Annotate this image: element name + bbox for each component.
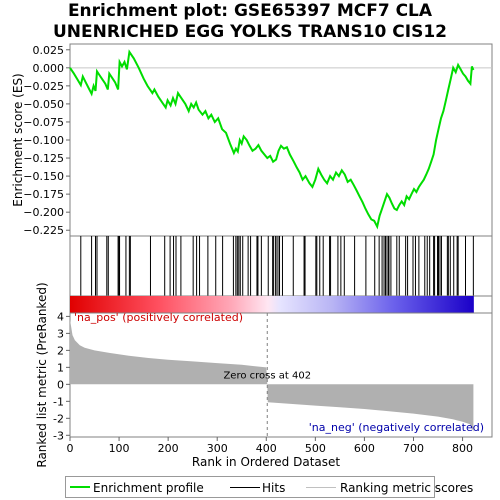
legend-es-swatch <box>70 486 90 488</box>
legend: Enrichment profile Hits Ranking metric s… <box>65 476 473 498</box>
metric-xtick-label: 0 <box>67 442 74 455</box>
hits-frame <box>69 235 493 297</box>
es-ytick-label: 0.025 <box>33 44 65 57</box>
zero-cross-label: Zero cross at 402 <box>223 370 311 381</box>
metric-xtick-label: 800 <box>452 442 473 455</box>
rank-bar-gradient <box>70 296 474 313</box>
chart-title-line-1: Enrichment plot: GSE65397 MCF7 CLA <box>67 1 433 21</box>
es-ytick-label: −0.225 <box>23 224 64 237</box>
axis-labels: Enrichment score (ES) Ranked list metric … <box>11 73 340 469</box>
metric-ytick-label: 2 <box>57 344 64 357</box>
pos-correlated-label: 'na_pos' (positively correlated) <box>74 311 243 324</box>
metric-ytick-label: 1 <box>57 361 64 374</box>
enrichment-profile-line <box>69 49 475 230</box>
es-plot-frame <box>69 43 493 237</box>
metric-ytick-label: -1 <box>53 395 64 408</box>
es-ytick-label: −0.200 <box>23 206 64 219</box>
es-ytick-label: −0.150 <box>23 170 64 183</box>
es-ytick-label: −0.175 <box>23 188 64 201</box>
metric-ytick-label: -2 <box>53 412 64 425</box>
metric-xtick-label: 700 <box>403 442 424 455</box>
metric-xtick-label: 500 <box>305 442 326 455</box>
metric-xtick-label: 300 <box>207 442 228 455</box>
ranked-metric-panel: Zero cross at 402 'na_pos' (positively co… <box>53 310 493 455</box>
rank-color-bar <box>69 295 493 314</box>
es-ytick-label: 0.000 <box>33 62 65 75</box>
metric-xtick-label: 400 <box>256 442 277 455</box>
metric-xtick-label: 200 <box>158 442 179 455</box>
chart-title: Enrichment plot: GSE65397 MCF7 CLA UNENR… <box>0 1 500 43</box>
legend-hits-label: Hits <box>262 481 286 495</box>
legend-metric-swatch <box>306 487 336 488</box>
metric-ylabel: Ranked list metric (PreRanked) <box>35 282 49 467</box>
metric-xtick-label: 600 <box>354 442 375 455</box>
es-ytick-label: −0.025 <box>23 80 64 93</box>
xlabel: Rank in Ordered Dataset <box>192 455 340 469</box>
es-ytick-label: −0.100 <box>23 134 64 147</box>
es-ylabel: Enrichment score (ES) <box>11 73 25 206</box>
legend-es-label: Enrichment profile <box>93 481 204 495</box>
es-ytick-label: −0.050 <box>23 98 64 111</box>
es-panel: 0.025 0.000 −0.025 −0.050 −0.075 −0.100 −0.125… <box>23 43 493 237</box>
chart-title-line-2: UNENRICHED EGG YOLKS TRANS10 CIS12 <box>53 22 447 42</box>
metric-ytick-label: -3 <box>53 429 64 442</box>
metric-ytick-label: 3 <box>57 327 64 340</box>
ranking-metric-area <box>70 319 474 432</box>
legend-hits-swatch <box>230 487 260 488</box>
es-ytick-label: −0.075 <box>23 116 64 129</box>
metric-xtick-label: 100 <box>109 442 130 455</box>
hits-panel <box>69 235 493 297</box>
legend-metric-label: Ranking metric scores <box>340 481 474 495</box>
es-ytick-label: −0.125 <box>23 152 64 165</box>
neg-correlated-label: 'na_neg' (negatively correlated) <box>309 421 484 434</box>
metric-ytick-label: 0 <box>57 378 64 391</box>
metric-ytick-label: 4 <box>57 310 64 323</box>
